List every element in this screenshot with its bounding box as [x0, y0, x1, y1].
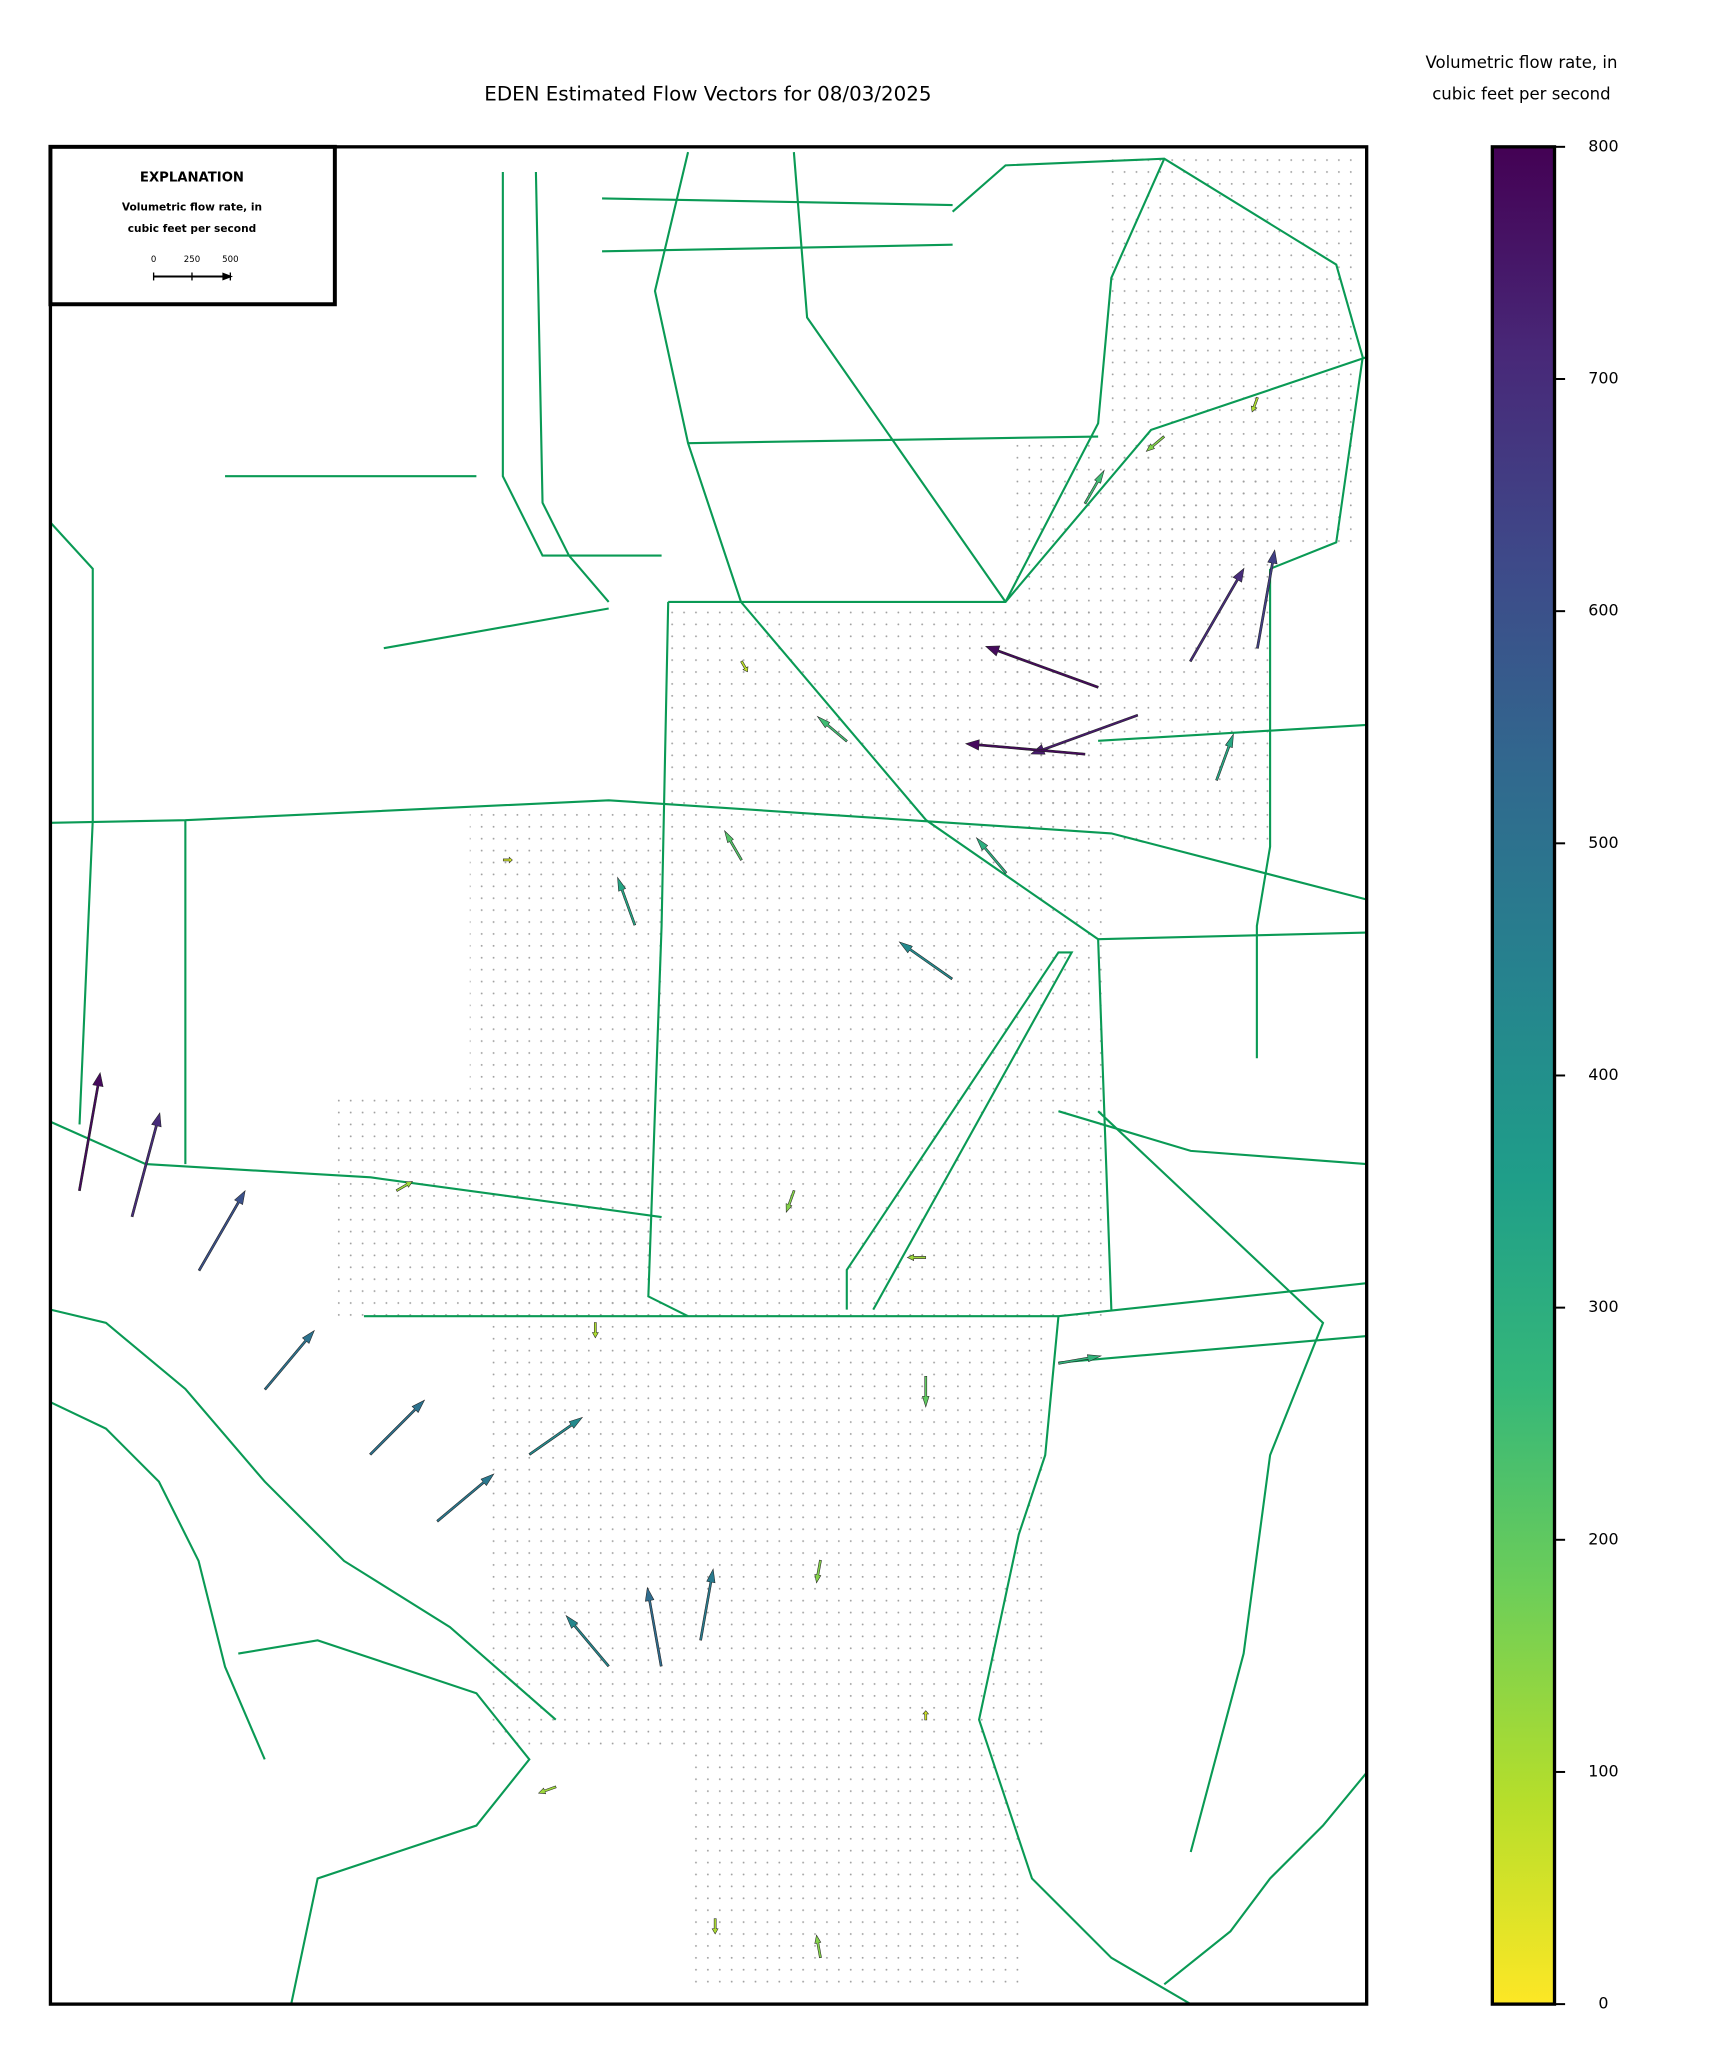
flow-vector	[1189, 567, 1245, 663]
explanation-label: Volumetric flow rate, in	[122, 202, 262, 214]
colorbar	[1490, 145, 1557, 2006]
flow-vector	[740, 660, 749, 673]
flow-vector	[502, 856, 513, 864]
flow-vector	[724, 829, 743, 861]
colorbar-tick-label: 600	[1588, 601, 1618, 620]
chart-title: EDEN Estimated Flow Vectors for 08/03/20…	[484, 83, 931, 106]
colorbar-tick-label: 400	[1588, 1065, 1618, 1084]
flow-vector	[645, 1586, 663, 1667]
flow-vector	[1058, 1354, 1103, 1365]
flow-vector	[816, 715, 848, 743]
flow-vector	[922, 1710, 930, 1721]
scale-arrow-head	[222, 272, 233, 281]
flow-vector	[1083, 469, 1105, 505]
flow-vector	[263, 1329, 315, 1391]
flow-vector	[369, 1399, 426, 1456]
map	[50, 151, 1367, 2005]
flow-vector	[975, 836, 1008, 875]
flow-vector	[395, 1181, 414, 1192]
scale-tick-label: 0	[151, 255, 156, 265]
flow-vector	[711, 1918, 719, 1935]
flow-vector	[591, 1322, 599, 1339]
explanation-title: EXPLANATION	[140, 170, 244, 185]
colorbar-tick-label: 300	[1588, 1297, 1618, 1316]
colorbar-tick-label: 500	[1588, 833, 1618, 852]
flow-vector	[537, 1785, 557, 1795]
flow-vector	[1145, 435, 1166, 452]
flow-vector	[436, 1473, 495, 1523]
scale-tick-label: 500	[222, 255, 238, 265]
colorbar-tick-label: 100	[1588, 1761, 1618, 1780]
flow-vector	[1215, 733, 1234, 781]
colorbar-tick-label: 200	[1588, 1529, 1618, 1548]
scale-tick-label: 250	[184, 255, 200, 265]
flow-vector	[617, 876, 637, 926]
flow-vector	[1030, 713, 1139, 755]
flow-vector	[130, 1112, 162, 1218]
flow-vector	[814, 1934, 822, 1959]
flow-vector	[1250, 396, 1259, 413]
flow-vector	[906, 1254, 927, 1261]
explanation-label: cubic feet per second	[128, 223, 256, 235]
flow-vector	[197, 1189, 246, 1272]
colorbar-label: cubic feet per second	[1432, 85, 1610, 104]
flow-vector	[78, 1071, 104, 1192]
flow-vector	[898, 941, 953, 981]
colorbar-tick-label: 800	[1588, 136, 1618, 155]
map-frame	[48, 145, 1369, 2006]
colorbar-tick-label: 700	[1588, 368, 1618, 387]
colorbar-label: Volumetric flow rate, in	[1425, 53, 1617, 72]
flow-vector	[699, 1568, 716, 1641]
canals	[50, 151, 1367, 2005]
flow-vectors	[78, 396, 1278, 1959]
flow-vector	[785, 1189, 796, 1213]
flow-vector	[1256, 549, 1278, 649]
flow-vector	[985, 645, 1099, 689]
flow-vector	[964, 739, 1086, 756]
flow-vector	[528, 1416, 584, 1456]
flow-grid	[330, 158, 1357, 1985]
explanation-box: EXPLANATION Volumetric flow rate, in cub…	[48, 144, 337, 307]
colorbar-tick-label: 0	[1598, 1994, 1608, 2013]
flow-vector	[922, 1376, 930, 1408]
flow-vector	[814, 1559, 822, 1584]
flow-vector	[565, 1614, 610, 1668]
